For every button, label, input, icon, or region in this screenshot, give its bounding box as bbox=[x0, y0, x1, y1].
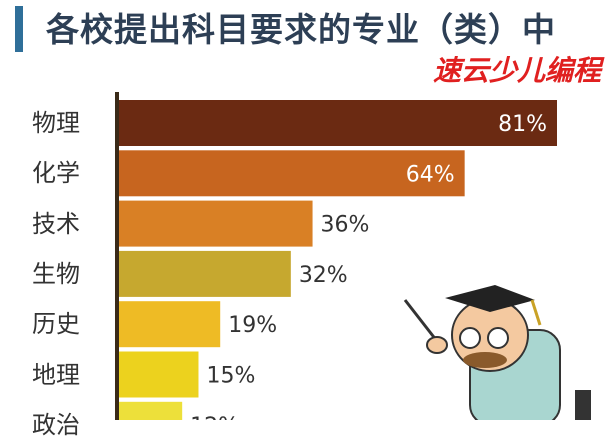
data-label: 12% bbox=[190, 414, 239, 420]
category-label: 生物 bbox=[32, 259, 80, 288]
category-label: 政治 bbox=[32, 410, 80, 439]
category-label: 地理 bbox=[32, 360, 80, 389]
bar-4 bbox=[117, 301, 221, 348]
data-label: 81% bbox=[498, 112, 547, 137]
category-label: 物理 bbox=[32, 109, 80, 137]
bar-3 bbox=[117, 250, 291, 297]
data-label: 15% bbox=[206, 364, 255, 389]
bar-5 bbox=[117, 351, 199, 398]
bar-1 bbox=[117, 150, 465, 197]
title-accent-bar bbox=[15, 6, 23, 52]
category-label: 技术 bbox=[32, 209, 80, 238]
data-label: 32% bbox=[299, 263, 348, 288]
chart-title: 各校提出科目要求的专业（类）中 bbox=[46, 10, 556, 49]
bar-6 bbox=[117, 401, 183, 420]
category-label: 化学 bbox=[32, 159, 80, 188]
data-label: 19% bbox=[228, 313, 277, 338]
bar-2 bbox=[117, 200, 313, 247]
data-label: 36% bbox=[321, 213, 370, 238]
data-label: 64% bbox=[406, 162, 455, 187]
bar-0 bbox=[117, 100, 557, 146]
watermark-logo: 速云少儿编程 bbox=[432, 54, 601, 87]
bar-chart: 81% 64% 36% 32% 19% 15% 12% bbox=[117, 100, 557, 420]
y-axis-line bbox=[115, 92, 119, 420]
category-label: 历史 bbox=[32, 310, 80, 339]
